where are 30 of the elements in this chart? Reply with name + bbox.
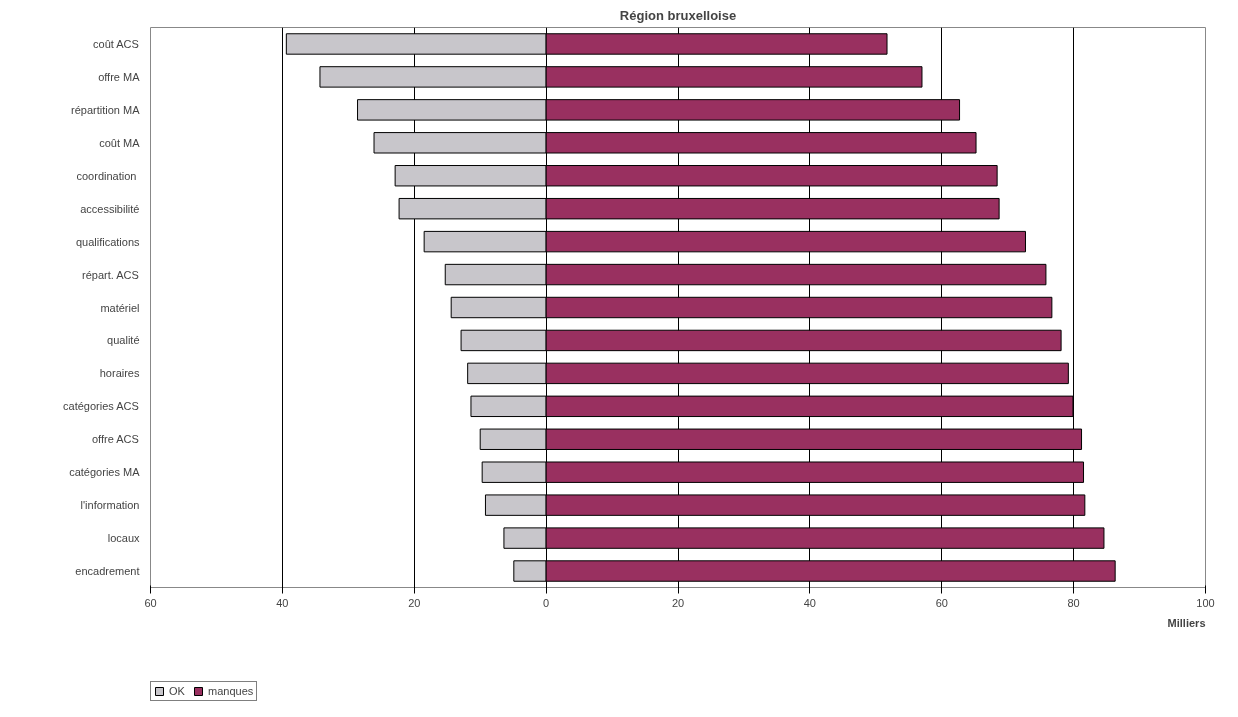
y-tick-label: locaux [107,532,140,545]
y-tick-label: coût ACS [93,37,139,50]
y-tick-label: répart. ACS [82,268,139,281]
x-tick-label: 40 [803,596,817,609]
x-tick-label: 40 [276,596,289,609]
legend-label: manques [208,684,254,697]
y-tick-label: coût MA [99,136,141,149]
x-tick-label: 0 [543,596,550,609]
x-tick-label: 100 [1196,596,1215,609]
y-tick-label: matériel [100,301,140,314]
legend-label: OK [169,684,186,697]
y-tick-label: qualité [107,334,140,347]
y-tick-label: catégories ACS [63,400,139,413]
y-tick-label: répartition MA [71,103,141,116]
y-tick-label: l'information [80,499,140,512]
y-tick-label: offre MA [98,70,141,83]
x-tick-label: 20 [408,596,421,609]
chart-title: Région bruxelloise [619,7,737,23]
y-tick-label: qualifications [75,235,140,248]
x-tick-label: 60 [935,596,948,609]
y-tick-label: catégories MA [69,466,141,479]
x-tick-label: 60 [144,596,157,609]
y-tick-label: accessibilité [80,202,140,215]
x-tick-label: 20 [671,596,685,609]
x-tick-label: 80 [1067,596,1080,609]
y-tick-label: offre ACS [92,433,139,446]
x-axis-title: Milliers [1167,616,1206,629]
y-tick-label: encadrement [75,565,140,578]
y-tick-label: horaires [99,367,140,380]
y-tick-label: coordination [76,169,137,182]
